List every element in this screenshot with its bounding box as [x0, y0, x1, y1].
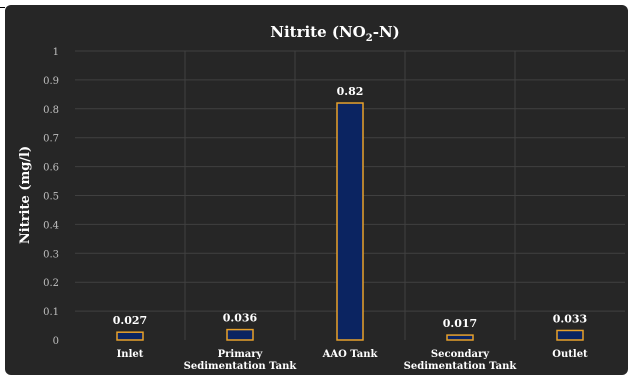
x-tick-label: Inlet — [117, 349, 144, 360]
y-tick-label: 0.9 — [43, 76, 59, 87]
y-tick-label: 1 — [53, 47, 59, 58]
y-tick-label: 0.4 — [43, 220, 59, 231]
x-tick-label-line2: Sedimentation Tank — [184, 361, 298, 372]
bar — [446, 334, 474, 341]
data-label: 0.036 — [223, 312, 258, 325]
x-tick-label: Outlet — [552, 349, 588, 360]
x-tick-label-line2: Sedimentation Tank — [404, 361, 518, 372]
y-tick-label: 0.3 — [43, 249, 59, 260]
y-tick-label: 0.1 — [43, 307, 59, 318]
bars — [116, 102, 584, 341]
nitrite-bar-chart: Nitrite (NO2-N) Nitrite (mg/l) 0 0.1 0.2 0.… — [18, 23, 625, 372]
bar — [336, 102, 364, 341]
bar — [116, 331, 144, 341]
y-tick-label: 0.8 — [43, 105, 59, 116]
y-axis-label: Nitrite (mg/l) — [18, 146, 33, 244]
edge-tick-mark — [0, 7, 5, 8]
x-tick-label: AAO Tank — [322, 349, 379, 360]
chart-title: Nitrite (NO2-N) — [270, 23, 400, 44]
y-tick-label: 0.2 — [43, 278, 59, 289]
y-tick-label: 0.5 — [43, 192, 59, 203]
data-label: 0.82 — [337, 85, 364, 98]
bar — [556, 329, 584, 341]
y-tick-label: 0.7 — [43, 134, 59, 145]
data-label: 0.033 — [553, 312, 587, 325]
chart-frame: Nitrite (NO2-N) Nitrite (mg/l) 0 0.1 0.2 0.… — [5, 5, 628, 375]
data-label: 0.017 — [443, 317, 477, 330]
x-tick-label: Primary — [218, 349, 264, 360]
gridlines — [75, 50, 625, 340]
y-tick-labels: 0 0.1 0.2 0.3 0.4 0.5 0.6 0.7 0.8 0.9 1 — [43, 47, 59, 347]
y-tick-label: 0 — [53, 336, 59, 347]
x-tick-label: Secondary — [431, 349, 490, 360]
data-label: 0.027 — [113, 314, 147, 327]
bar — [226, 328, 254, 341]
y-tick-label: 0.6 — [43, 163, 59, 174]
data-labels: 0.027 0.036 0.82 0.017 0.033 — [113, 85, 587, 330]
